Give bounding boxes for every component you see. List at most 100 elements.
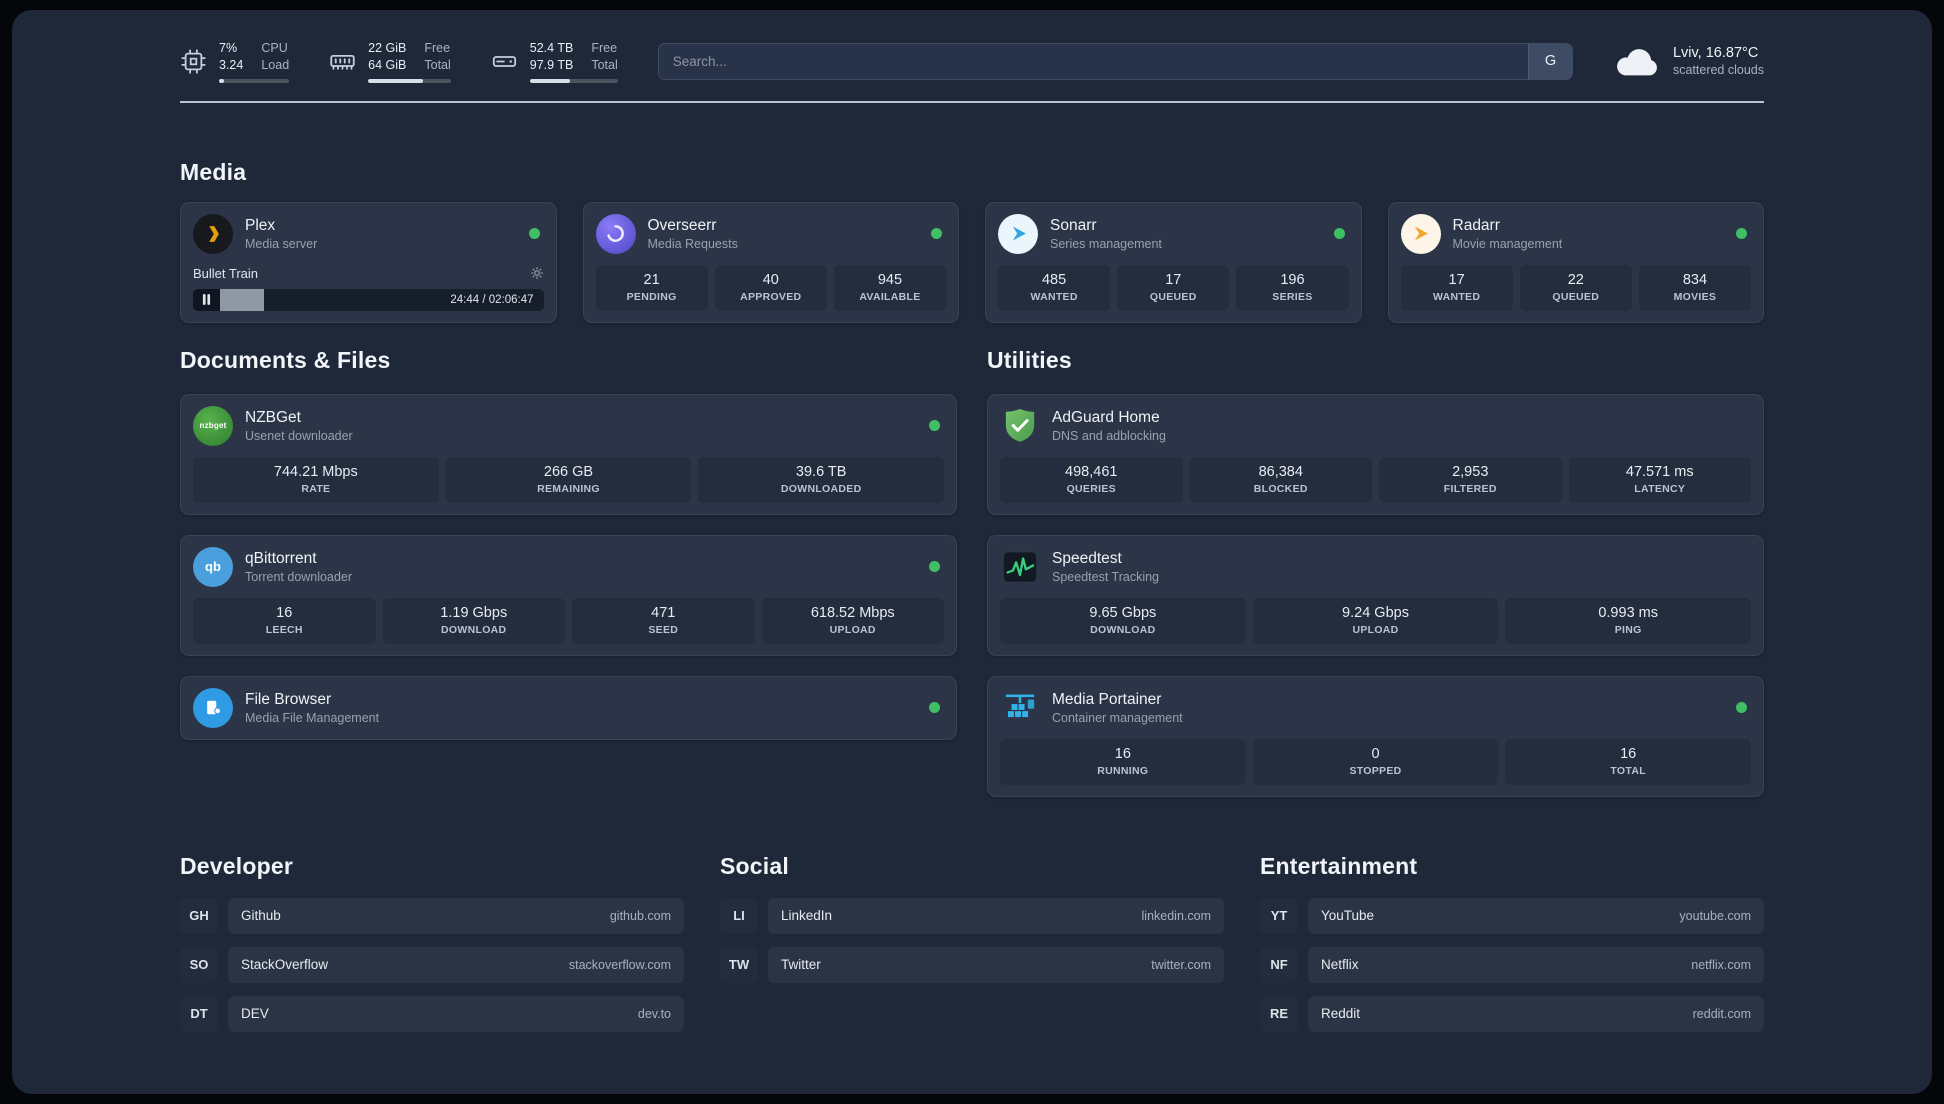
nzbget-card[interactable]: nzbget NZBGet Usenet downloader 744.21 M… xyxy=(180,393,957,515)
qbittorrent-card[interactable]: qb qBittorrent Torrent downloader 16 LEE… xyxy=(180,534,957,656)
bookmark-netflix[interactable]: NF Netflix netflix.com xyxy=(1260,946,1764,983)
portainer-icon xyxy=(1000,688,1040,728)
bookmark-dev[interactable]: DT DEV dev.to xyxy=(180,995,684,1032)
entertainment-bookmarks: Entertainment YT YouTube youtube.com NF … xyxy=(1260,853,1764,1032)
cpu-label: CPU xyxy=(261,41,288,55)
bookmark-twitter[interactable]: TW Twitter twitter.com xyxy=(720,946,1224,983)
radarr-name: Radarr xyxy=(1452,216,1500,234)
utilities-section-title: Utilities xyxy=(987,346,1072,373)
stat-tile: 40 APPROVED xyxy=(714,264,827,311)
radarr-desc: Movie management xyxy=(1452,236,1563,251)
cpu-load-label: Load xyxy=(261,58,290,73)
adguard-card[interactable]: AdGuard Home DNS and adblocking 498,461 … xyxy=(987,393,1764,515)
memory-free-label: Free xyxy=(424,41,451,55)
qbittorrent-desc: Torrent downloader xyxy=(245,569,353,584)
topbar-divider xyxy=(180,100,1764,103)
stat-tile: 22 QUEUED xyxy=(1519,264,1632,311)
radarr-status-dot xyxy=(1736,228,1747,239)
stat-tile: 86,384 BLOCKED xyxy=(1189,456,1372,503)
cpu-widget: 7% CPU 3.24 Load xyxy=(180,40,290,83)
stat-tile: 47.571 ms LATENCY xyxy=(1568,456,1751,503)
disk-widget: 52.4 TB Free 97.9 TB Total xyxy=(491,40,618,83)
filebrowser-name: File Browser xyxy=(245,690,332,708)
settings-gear-icon[interactable] xyxy=(530,266,544,280)
filebrowser-card[interactable]: File Browser Media File Management xyxy=(180,675,957,740)
bookmark-abbr: RE xyxy=(1260,995,1298,1032)
search-input[interactable] xyxy=(658,53,1528,69)
plex-icon xyxy=(193,213,233,254)
sonarr-desc: Series management xyxy=(1050,236,1162,251)
qbittorrent-status-dot xyxy=(929,561,940,572)
stat-tile: 21 PENDING xyxy=(595,264,708,311)
stat-tile: 1.19 Gbps DOWNLOAD xyxy=(382,597,565,644)
speedtest-desc: Speedtest Tracking xyxy=(1052,569,1160,584)
bookmark-stackoverflow[interactable]: SO StackOverflow stackoverflow.com xyxy=(180,946,684,983)
plex-name: Plex xyxy=(245,216,276,234)
disk-total: 97.9 TB xyxy=(529,58,574,73)
search-provider-button[interactable]: G xyxy=(1527,43,1572,79)
adguard-icon xyxy=(1000,406,1040,446)
cpu-load: 3.24 xyxy=(219,58,244,73)
filebrowser-icon xyxy=(193,687,233,728)
stat-tile: 196 SERIES xyxy=(1236,264,1349,311)
playback-time: 24:44 / 02:06:47 xyxy=(450,293,534,306)
bookmark-abbr: SO xyxy=(180,946,218,983)
nzbget-name: NZBGet xyxy=(245,408,301,426)
overseerr-status-dot xyxy=(931,228,942,239)
stat-tile: 39.6 TB DOWNLOADED xyxy=(698,456,945,503)
speedtest-card[interactable]: Speedtest Speedtest Tracking 9.65 Gbps D… xyxy=(987,534,1764,656)
bookmark-github[interactable]: GH Github github.com xyxy=(180,897,684,934)
playback-progress-bar[interactable] xyxy=(220,288,440,311)
bookmark-youtube[interactable]: YT YouTube youtube.com xyxy=(1260,897,1764,934)
nzbget-status-dot xyxy=(929,420,940,431)
plex-desc: Media server xyxy=(245,236,318,251)
portainer-status-dot xyxy=(1736,702,1747,713)
stat-tile: 17 QUEUED xyxy=(1117,264,1230,311)
documents-column: Documents & Files nzbget NZBGet Usenet d… xyxy=(180,347,957,740)
stat-tile: 0 STOPPED xyxy=(1252,738,1499,785)
resource-widgets: 7% CPU 3.24 Load xyxy=(180,40,618,83)
sonarr-icon xyxy=(998,213,1038,254)
sonarr-card[interactable]: Sonarr Series management 485 WANTED 17 Q… xyxy=(985,201,1362,323)
filebrowser-status-dot xyxy=(929,702,940,713)
radarr-card[interactable]: Radarr Movie management 17 WANTED 22 QUE… xyxy=(1387,201,1764,323)
portainer-card[interactable]: Media Portainer Container management 16 … xyxy=(987,675,1764,797)
nzbget-desc: Usenet downloader xyxy=(245,428,353,443)
stat-tile: 834 MOVIES xyxy=(1638,264,1752,311)
stat-tile: 9.65 Gbps DOWNLOAD xyxy=(1000,597,1246,644)
pause-button[interactable] xyxy=(193,288,220,311)
bookmark-reddit[interactable]: RE Reddit reddit.com xyxy=(1260,995,1764,1032)
sonarr-name: Sonarr xyxy=(1050,216,1097,234)
portainer-name: Media Portainer xyxy=(1052,690,1162,708)
stat-tile: 16 TOTAL xyxy=(1505,738,1752,785)
weather-widget: Lviv, 16.87°C scattered clouds xyxy=(1613,44,1764,78)
social-bookmarks: Social LI LinkedIn linkedin.com TW Twitt… xyxy=(720,853,1224,1032)
filebrowser-desc: Media File Management xyxy=(245,710,380,725)
stat-tile: 744.21 Mbps RATE xyxy=(193,456,439,503)
bookmark-abbr: LI xyxy=(720,897,758,934)
cpu-progress-bar xyxy=(219,78,290,83)
stat-tile: 471 SEED xyxy=(572,597,755,644)
overseerr-name: Overseerr xyxy=(647,216,717,234)
overseerr-card[interactable]: Overseerr Media Requests 21 PENDING 40 A… xyxy=(582,201,959,323)
memory-progress-bar xyxy=(368,78,451,83)
portainer-desc: Container management xyxy=(1052,710,1183,725)
plex-status-dot xyxy=(528,228,540,239)
developer-section-title: Developer xyxy=(180,852,294,879)
memory-total-label: Total xyxy=(424,58,451,73)
overseerr-icon xyxy=(595,213,636,254)
memory-widget: 22 GiB Free 64 GiB Total xyxy=(329,40,451,83)
bookmark-abbr: NF xyxy=(1260,946,1298,983)
cpu-percent: 7% xyxy=(219,41,238,55)
memory-icon xyxy=(329,48,356,75)
qbittorrent-name: qBittorrent xyxy=(245,549,317,567)
overseerr-desc: Media Requests xyxy=(647,236,738,251)
top-bar: 7% CPU 3.24 Load xyxy=(180,40,1764,83)
disk-icon xyxy=(491,48,518,75)
bookmark-linkedin[interactable]: LI LinkedIn linkedin.com xyxy=(720,897,1224,934)
entertainment-section-title: Entertainment xyxy=(1260,852,1418,879)
stat-tile: 2,953 FILTERED xyxy=(1379,456,1562,503)
plex-card[interactable]: Plex Media server Bullet Train xyxy=(180,201,557,323)
developer-bookmarks: Developer GH Github github.com SO StackO… xyxy=(180,853,684,1032)
utilities-column: Utilities AdGuard Home xyxy=(987,347,1764,797)
